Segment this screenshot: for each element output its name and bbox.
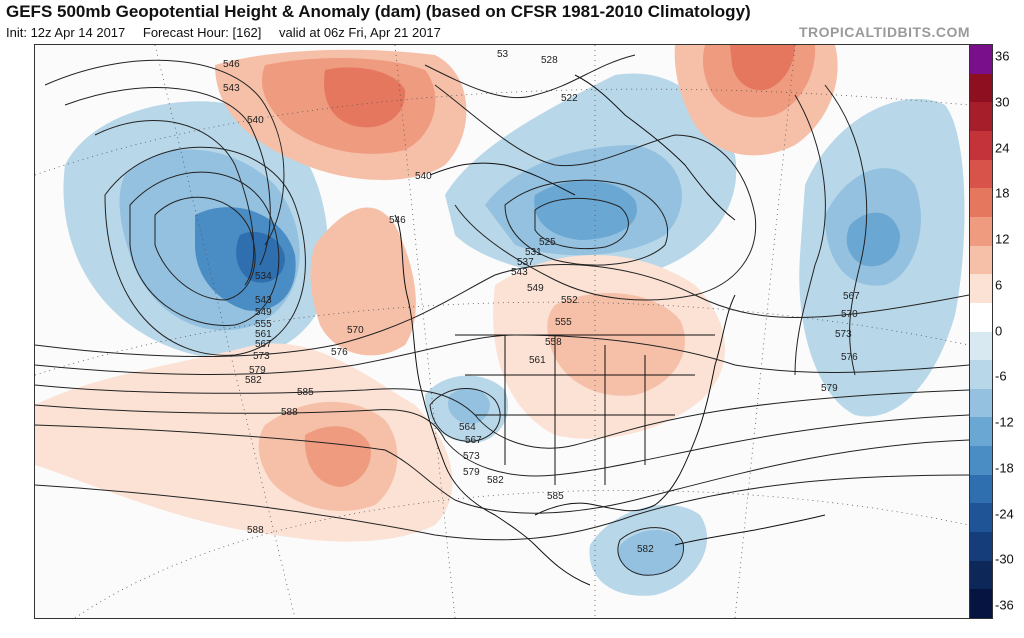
contour-label: 573 — [463, 451, 480, 462]
colorbar-segment — [970, 446, 992, 476]
colorbar-segment — [970, 274, 992, 304]
contour-label: 582 — [637, 544, 654, 555]
colorbar-segment — [970, 302, 992, 332]
contour-label: 567 — [843, 291, 860, 302]
colorbar-tick-label: 36 — [995, 48, 1010, 64]
colorbar-segment — [970, 159, 992, 189]
west-coast-ridge-anomaly — [310, 207, 416, 356]
contour-label: 549 — [255, 307, 272, 318]
colorbar-segment — [970, 560, 992, 590]
chart-title: GEFS 500mb Geopotential Height & Anomaly… — [6, 2, 751, 21]
colorbar-tick-label: 30 — [995, 94, 1010, 110]
colorbar-tick-label: 18 — [995, 185, 1010, 201]
map-canvas: 546 543 540 528 522 53 540 546 525 531 5… — [35, 45, 969, 618]
brand-watermark: TROPICALTIDBITS.COM — [798, 24, 970, 40]
colorbar-segment — [970, 360, 992, 390]
forecast-hour: Forecast Hour: [162] — [142, 25, 262, 40]
graticule — [35, 45, 969, 618]
negative-anomaly-areas — [63, 73, 965, 596]
contour-label: 555 — [555, 317, 572, 328]
contour-label: 564 — [459, 422, 476, 433]
contour-label: 588 — [281, 407, 298, 418]
colorbar-tick-label: 24 — [995, 140, 1010, 155]
contour-label: 570 — [841, 309, 858, 320]
colorbar-tick-label: 6 — [995, 277, 1003, 293]
contour-label: 570 — [347, 325, 364, 336]
contour-label: 546 — [223, 59, 240, 70]
height-contours — [35, 54, 969, 576]
contour-label: 528 — [541, 55, 558, 66]
contour-label: 543 — [223, 83, 240, 94]
colorbar-tick-label: -30 — [995, 551, 1014, 567]
contour-label: 561 — [255, 329, 272, 340]
contour-label: 540 — [247, 115, 264, 126]
contour-label: 531 — [525, 247, 542, 258]
contour-label: 522 — [561, 93, 578, 104]
colorbar-segment — [970, 245, 992, 275]
coastlines — [394, 74, 826, 586]
init-time: Init: 12z Apr 14 2017 — [6, 25, 126, 40]
contour-label: 567 — [255, 339, 272, 350]
contour-label: 552 — [561, 295, 578, 306]
colorbar-tick-label: -6 — [995, 368, 1007, 384]
colorbar-segment — [970, 188, 992, 218]
contour-label: 555 — [255, 319, 272, 330]
colorbar-segment — [970, 589, 992, 619]
contour-label: 573 — [835, 329, 852, 340]
contour-label: 534 — [255, 271, 272, 282]
contour-label: 558 — [545, 337, 562, 348]
colorbar-tick-label: 12 — [995, 231, 1010, 247]
contour-label: 525 — [539, 237, 556, 248]
contour-label: 588 — [247, 525, 264, 536]
contour-label: 579 — [249, 365, 266, 376]
contour-label: 573 — [253, 351, 270, 362]
colorbar-segment — [970, 503, 992, 533]
colorbar-segment — [970, 102, 992, 132]
colorbar-segment — [970, 474, 992, 504]
run-info: Init: 12z Apr 14 2017 Forecast Hour: [16… — [6, 25, 455, 40]
colorbar-segment — [970, 331, 992, 361]
contour-label: 579 — [821, 383, 838, 394]
contour-label: 582 — [245, 375, 262, 386]
contour-label: 576 — [841, 352, 858, 363]
contour-label: 546 — [389, 215, 406, 226]
contour-label: 579 — [463, 467, 480, 478]
contour-label: 561 — [529, 355, 546, 366]
anomaly-colorbar — [969, 44, 993, 619]
contour-label: 543 — [255, 295, 272, 306]
colorbar-tick-label: -24 — [995, 506, 1014, 521]
colorbar-segment — [970, 45, 992, 75]
colorbar-segment — [970, 130, 992, 161]
contour-label: 585 — [547, 491, 564, 502]
contour-label: 582 — [487, 475, 504, 486]
valid-time: valid at 06z Fri, Apr 21 2017 — [279, 25, 441, 40]
colorbar-segment — [970, 417, 992, 447]
colorbar-tick-label: -36 — [995, 597, 1014, 613]
contour-label: 543 — [511, 267, 528, 278]
contour-label: 549 — [527, 283, 544, 294]
contour-label: 537 — [517, 257, 534, 268]
colorbar-segment — [970, 73, 992, 103]
colorbar-segment — [970, 388, 992, 418]
colorbar-segment — [970, 216, 992, 247]
colorbar-tick-label: -12 — [995, 414, 1014, 430]
contour-label: 567 — [465, 435, 482, 446]
positive-anomaly-areas — [35, 45, 838, 542]
contour-label: 540 — [415, 171, 432, 182]
colorbar-segment — [970, 532, 992, 562]
contour-label: 53 — [497, 49, 509, 60]
colorbar-tick-label: -18 — [995, 460, 1014, 476]
contour-label: 585 — [297, 387, 314, 398]
colorbar-tick-label: 0 — [995, 323, 1003, 338]
weather-map: 546 543 540 528 522 53 540 546 525 531 5… — [34, 44, 970, 619]
contour-labels: 546 543 540 528 522 53 540 546 525 531 5… — [223, 49, 860, 555]
contour-label: 576 — [331, 347, 348, 358]
